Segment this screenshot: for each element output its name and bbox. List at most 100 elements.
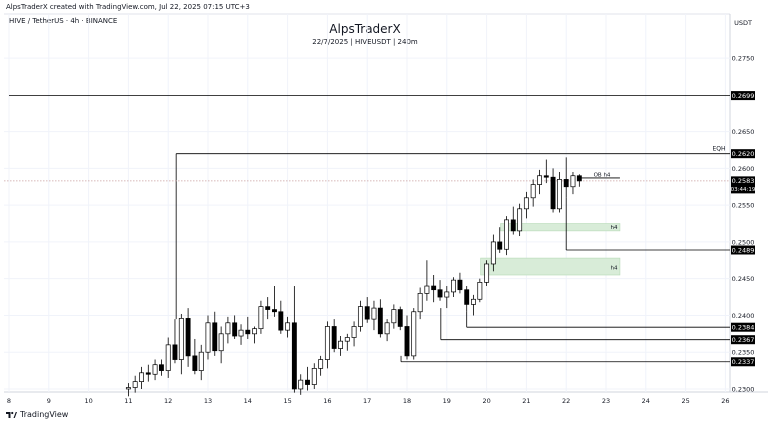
candle-body xyxy=(232,322,238,337)
candle-body xyxy=(411,311,417,357)
candle-body xyxy=(252,328,258,335)
level-label-box xyxy=(731,322,755,332)
candle-body xyxy=(278,311,284,331)
candle-body xyxy=(357,306,363,327)
candle-body xyxy=(324,326,330,360)
candle-body xyxy=(338,340,343,349)
candle-body xyxy=(351,326,357,338)
candle-body xyxy=(285,322,291,331)
candle-body xyxy=(272,309,277,313)
x-tick-label: 21 xyxy=(522,397,530,405)
level-label-box xyxy=(731,149,755,159)
price-axis-unit: USDT xyxy=(734,19,752,27)
candle-body xyxy=(298,379,304,390)
x-tick-label: 19 xyxy=(443,397,451,405)
price-axis[interactable]: USDT 0.2750 0.2650 0.2600 0.2550 0.2500 0.245… xyxy=(731,19,756,393)
y-tick-label: 0.2750 xyxy=(732,55,755,63)
annotation-eqh: EQH xyxy=(712,146,725,153)
candle-body xyxy=(364,306,370,320)
candle-body xyxy=(517,208,523,232)
candle-body xyxy=(384,322,390,335)
order-block-zone xyxy=(480,257,621,276)
current-price-label: 0.2583 xyxy=(732,177,755,185)
candle-body xyxy=(152,364,158,375)
level-label: 0.2384 xyxy=(732,324,755,332)
bar-countdown: 03:44:19 xyxy=(731,187,756,193)
candle-body xyxy=(451,279,457,293)
order-block-zones xyxy=(480,223,621,276)
x-tick-label: 23 xyxy=(602,397,610,405)
annotations: EQH OB h4 h4 h4 xyxy=(594,146,726,272)
tradingview-icon xyxy=(6,411,17,418)
order-block-zone xyxy=(500,223,621,232)
x-tick-label: 15 xyxy=(283,397,291,405)
candle-body xyxy=(576,175,582,182)
candle-body xyxy=(471,298,476,305)
x-tick-label: 22 xyxy=(562,397,570,405)
candle-body xyxy=(265,306,271,310)
level-label-box xyxy=(731,245,755,255)
candle-body xyxy=(550,176,556,210)
annotation-label: h4 xyxy=(610,266,617,272)
attribution-text: AlpsTraderX created with TradingView.com… xyxy=(6,3,250,11)
candle-body xyxy=(344,337,350,342)
level-label-box xyxy=(731,91,755,101)
x-tick-label: 26 xyxy=(721,397,729,405)
chart-subtitle: 22/7/2025 | HIVEUSDT | 240m xyxy=(312,38,418,46)
tradingview-logo[interactable]: TradingView xyxy=(6,410,68,419)
symbol-info: HIVE / TetherUS · 4h · BINANCE xyxy=(9,17,118,25)
time-axis[interactable]: 8 9 10 11 12 13 14 15 16 17 18 19 20 21 22 23 24 25 26 xyxy=(7,397,730,405)
candle-body xyxy=(311,368,317,385)
candle-body xyxy=(198,351,204,371)
candle-body xyxy=(497,241,503,250)
x-tick-label: 10 xyxy=(84,397,92,405)
x-tick-label: 13 xyxy=(204,397,212,405)
annotation-label: h4 xyxy=(610,225,617,231)
x-tick-label: 14 xyxy=(244,397,252,405)
candle-body xyxy=(371,307,377,320)
y-tick-label: 0.2350 xyxy=(732,349,755,357)
candle-body xyxy=(444,291,450,298)
candle-body xyxy=(318,359,324,369)
candle-body xyxy=(178,318,184,360)
candle-body xyxy=(424,285,430,294)
candle-body xyxy=(185,318,191,357)
level-label-box xyxy=(731,357,755,367)
brand-text: TradingView xyxy=(20,410,69,419)
grid xyxy=(4,13,768,393)
candle-body xyxy=(172,344,178,360)
candle-body xyxy=(331,326,337,349)
x-tick-label: 9 xyxy=(47,397,51,405)
candle-body xyxy=(225,322,231,335)
candle-body xyxy=(431,285,437,291)
candle-body xyxy=(404,326,410,357)
annotation-label: OB h4 xyxy=(594,172,611,178)
y-tick-label: 0.2600 xyxy=(732,165,755,173)
candle-body xyxy=(212,322,218,352)
candle-body xyxy=(377,307,383,335)
y-tick-label: 0.2400 xyxy=(732,312,755,320)
candle-body xyxy=(305,379,310,385)
candle-body xyxy=(291,322,297,390)
candle-body xyxy=(490,241,496,265)
candle-body xyxy=(504,219,509,250)
level-label: 0.2699 xyxy=(732,92,755,100)
x-tick-label: 11 xyxy=(124,397,132,405)
candle-body xyxy=(145,372,151,375)
candle-body xyxy=(238,329,244,337)
level-label-box xyxy=(731,335,755,345)
candles xyxy=(125,157,582,397)
x-tick-label: 24 xyxy=(642,397,650,405)
level-label: 0.2620 xyxy=(732,150,755,158)
candle-body xyxy=(397,309,403,327)
candle-body xyxy=(523,197,529,210)
y-tick-label: 0.2500 xyxy=(732,238,755,246)
candle-body xyxy=(218,333,224,352)
y-tick-label: 0.2300 xyxy=(732,385,755,393)
x-tick-label: 17 xyxy=(363,397,371,405)
y-tick-label: 0.2450 xyxy=(732,275,755,283)
current-price-box xyxy=(731,176,755,194)
candle-body xyxy=(125,387,131,390)
candle-body xyxy=(258,306,264,330)
